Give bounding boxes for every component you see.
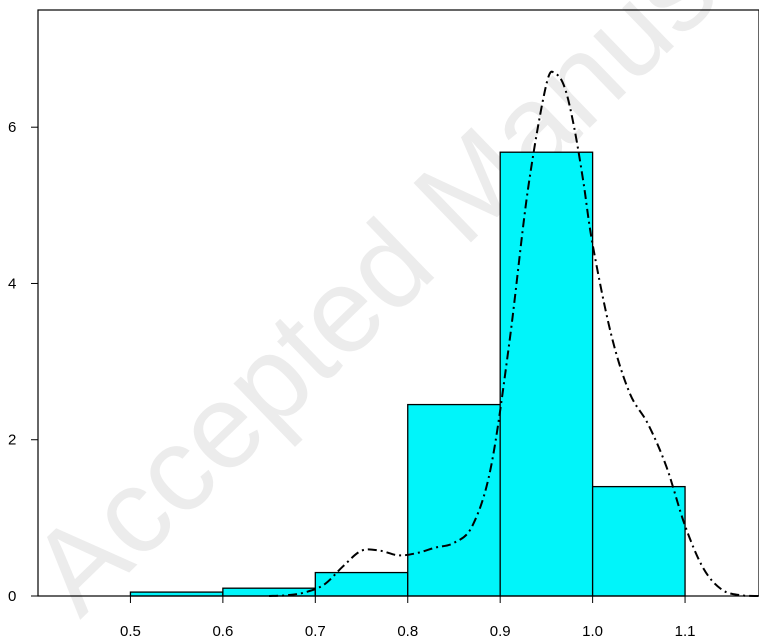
density-curve bbox=[269, 70, 759, 597]
y-tick-label-0: 0 bbox=[8, 588, 16, 605]
y-tick-label-6: 6 bbox=[8, 119, 16, 136]
x-tick-label-1.1: 1.1 bbox=[675, 623, 696, 640]
plot-frame bbox=[37, 9, 759, 597]
histogram-bar-6 bbox=[591, 485, 686, 597]
histogram-bar-4 bbox=[407, 403, 501, 597]
y-tick-label-4: 4 bbox=[8, 275, 16, 292]
x-tick-label-1.0: 1.0 bbox=[582, 623, 603, 640]
density-group bbox=[269, 70, 759, 597]
bars-group bbox=[129, 151, 686, 597]
x-tick-label-0.8: 0.8 bbox=[397, 623, 418, 640]
x-tick-label-0.9: 0.9 bbox=[490, 623, 511, 640]
histogram-bar-3 bbox=[314, 571, 409, 597]
x-axis: 0.5 0.6 0.7 0.8 0.9 1.0 1.1 bbox=[120, 596, 695, 640]
x-tick-label-0.7: 0.7 bbox=[305, 623, 326, 640]
histogram-bar-2 bbox=[222, 587, 316, 597]
y-tick-label-2: 2 bbox=[8, 432, 16, 449]
y-axis: 0 2 4 6 bbox=[8, 119, 38, 605]
x-tick-label-0.6: 0.6 bbox=[212, 623, 233, 640]
histogram-bar-5 bbox=[499, 151, 594, 597]
x-tick-label-0.5: 0.5 bbox=[120, 623, 141, 640]
